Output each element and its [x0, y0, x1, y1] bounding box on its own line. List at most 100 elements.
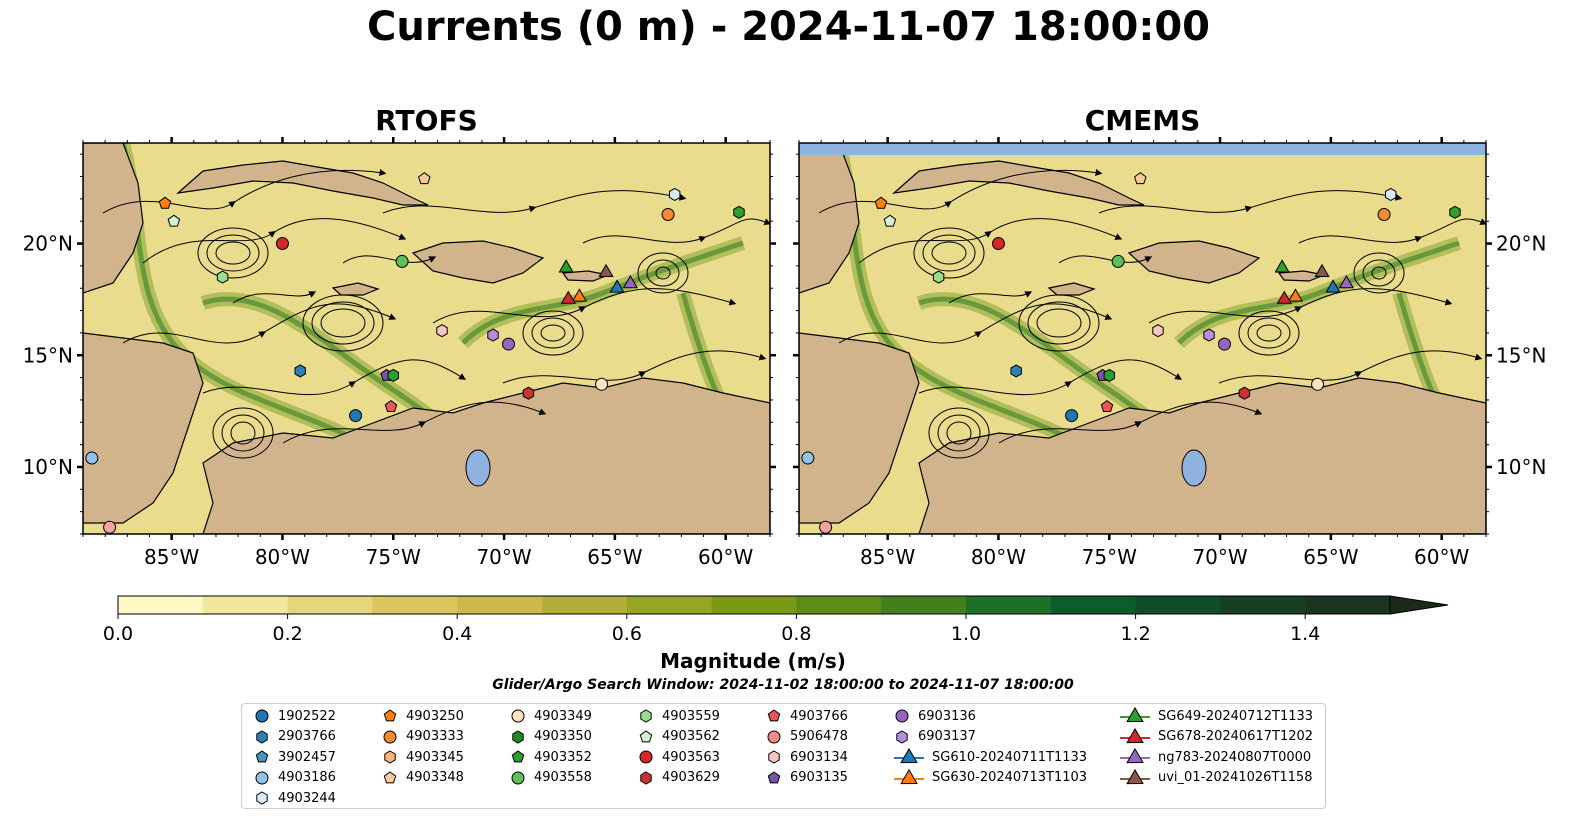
marker-4903244 [669, 187, 681, 201]
panel-rtofs: 85°W 80°W 75°W 70°W 65°W 60°W 20°N 15°N 10°N [23, 137, 776, 569]
legend-item: 4903345 [380, 747, 464, 767]
marker-SG610-20240711T1133 [1325, 279, 1341, 293]
marker-SG610-20240711T1133 [609, 279, 625, 293]
x-tick-label: 60°W [698, 545, 753, 569]
legend-item: 6903136 [892, 706, 976, 726]
marker-6903134 [1152, 324, 1164, 338]
legend-item: 4903559 [636, 706, 720, 726]
legend-label: 6903137 [918, 729, 976, 744]
legend-item: 2903766 [252, 727, 336, 747]
map-figure: 85°W 80°W 75°W 70°W 65°W 60°W 20°N 15°N 10°N 85°… [23, 137, 1546, 640]
legend-marker [383, 770, 397, 783]
legend-label: 4903563 [662, 749, 720, 765]
platform-markers [801, 172, 1461, 534]
colorbar-segment [457, 596, 543, 614]
legend-swatch [1120, 768, 1150, 784]
legend-label: uvi_01-20241026T1158 [1158, 770, 1313, 785]
colorbar-segment [1220, 596, 1306, 614]
legend-swatch [383, 770, 397, 783]
legend-item: 6903135 [764, 768, 848, 788]
marker-ng783-20240807T0000 [1338, 274, 1354, 289]
marker-extra-2 [103, 520, 117, 534]
marker-4903766 [384, 399, 398, 412]
marker-4903186 [801, 451, 815, 465]
legend-swatch [639, 750, 653, 764]
legend-label: 4903562 [662, 729, 720, 744]
legend-swatch [768, 750, 780, 764]
marker-extra-1 [1103, 368, 1115, 382]
legend-marker [895, 709, 909, 723]
legend-swatch [1120, 727, 1150, 743]
marker-4903559 [932, 270, 945, 284]
colorbar-tick-label: 0.6 [612, 623, 642, 640]
marker-4903333 [661, 207, 675, 221]
legend-label: SG649-20240712T1133 [1158, 708, 1314, 724]
marker-SG649-20240712T1133 [558, 259, 574, 273]
colorbar-segment [881, 596, 967, 614]
legend-item: 4903349 [508, 706, 592, 726]
legend-item: 4903562 [636, 727, 720, 747]
legend-item: 4903244 [252, 788, 336, 808]
legend-item: 6903134 [764, 747, 848, 767]
marker-extra-1 [387, 368, 399, 382]
legend-item: ng783-20240807T0000 [1118, 747, 1311, 767]
marker-4903629 [1238, 386, 1251, 400]
marker-6903134 [436, 324, 448, 338]
legend-marker [256, 791, 268, 805]
legend-label: 4903559 [662, 708, 720, 724]
panel-title-cmems: CMEMS [1084, 104, 1201, 137]
legend-item: 4903352 [508, 747, 592, 767]
legend-marker [1126, 707, 1144, 723]
marker-4903349 [595, 377, 609, 391]
legend-item: 3902457 [252, 747, 336, 767]
legend-marker [640, 709, 652, 723]
marker-SG630-20240713T1103 [1287, 288, 1304, 302]
legend-marker [896, 729, 908, 744]
legend-item: 4903766 [764, 706, 848, 726]
marker-2903766 [294, 364, 306, 378]
colorbar-segment [796, 596, 882, 614]
marker-SG678-20240617T1202 [560, 290, 576, 304]
marker-extra-3 [1065, 409, 1079, 423]
no-data-band [799, 143, 1486, 155]
colorbar-segment [287, 596, 373, 614]
legend-marker [1126, 727, 1144, 743]
marker-4903766 [1100, 399, 1114, 412]
legend-item: SG630-20240713T1103 [892, 768, 1087, 788]
figure-title: Currents (0 m) - 2024-11-07 18:00:00 [367, 4, 1210, 50]
panel-title-rtofs: RTOFS [375, 104, 478, 137]
legend-item: 4903558 [508, 768, 592, 788]
marker-2903766 [1010, 364, 1022, 378]
legend-swatch [256, 729, 268, 744]
legend-label: 6903135 [790, 770, 848, 785]
marker-extra-0 [733, 205, 745, 219]
legend-swatch [894, 768, 924, 784]
legend-label: 4903349 [534, 708, 592, 724]
colorbar: 0.0 0.2 0.4 0.6 0.8 1.0 1.2 1.4 [103, 595, 1449, 640]
legend-item: SG649-20240712T1133 [1118, 706, 1313, 726]
legend-swatch [896, 729, 908, 744]
legend-swatch [894, 748, 924, 764]
legend-swatch [511, 750, 525, 763]
legend-label: 6903134 [790, 749, 848, 765]
legend-item: 4903563 [636, 747, 720, 767]
legend-marker [1126, 768, 1144, 784]
marker-4903186 [85, 451, 99, 465]
marker-4903558 [1111, 254, 1125, 268]
y-tick-label: 20°N [1496, 232, 1546, 256]
legend-marker [512, 729, 524, 744]
streamlines [102, 169, 770, 459]
colorbar-tick-label: 1.0 [951, 623, 981, 640]
x-tick-label: 75°W [366, 545, 421, 569]
marker-uvi_01-20241026T1158 [1314, 263, 1330, 277]
map-frame [82, 142, 771, 535]
legend-swatch [384, 750, 396, 764]
x-tick-label: 65°W [587, 545, 642, 569]
legend-label: 4903352 [534, 749, 592, 765]
legend-swatch [767, 709, 781, 722]
legend-label: 4903629 [662, 770, 720, 785]
platform-markers [85, 172, 745, 534]
legend-swatch [767, 730, 781, 743]
legend-marker [900, 768, 918, 784]
marker-SG649-20240712T1133 [1274, 259, 1290, 273]
